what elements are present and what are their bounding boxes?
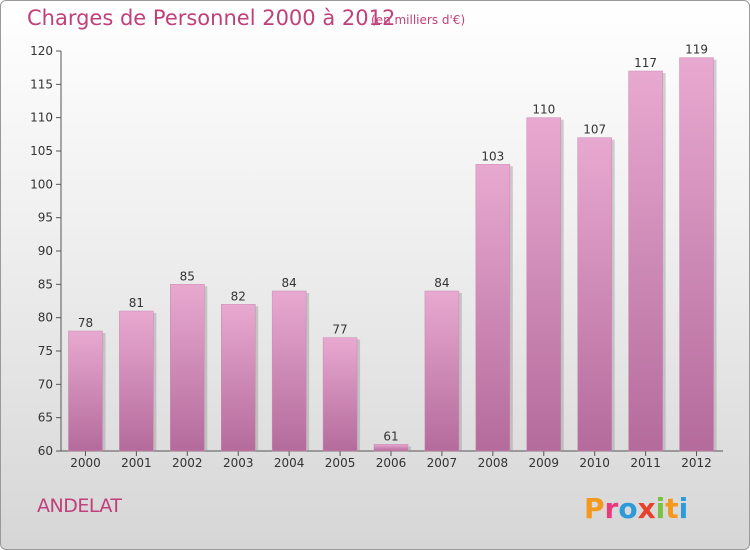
value-label: 84: [282, 276, 297, 290]
y-tick-label: 110: [30, 111, 53, 125]
bar: [271, 290, 307, 452]
value-label: 85: [180, 269, 195, 283]
value-label: 84: [434, 276, 449, 290]
commune-name: ANDELAT: [37, 495, 122, 517]
x-tick-label: 2011: [630, 456, 661, 470]
bar: [170, 284, 205, 452]
bar: [577, 137, 612, 452]
x-tick-label: 2010: [579, 456, 610, 470]
x-tick-label: 2004: [274, 456, 305, 470]
proxiti-logo: Proxiti: [584, 492, 688, 525]
bar: [373, 444, 409, 452]
x-tick-label: 2003: [223, 456, 254, 470]
y-tick-labels: 60 65 70 75 80 85 90 95 100 105 110 115 120: [30, 44, 53, 458]
logo-letter: i: [656, 492, 666, 525]
y-tick-label: 90: [38, 244, 53, 258]
logo-letter: P: [584, 492, 605, 525]
x-tick-label: 2008: [478, 456, 509, 470]
x-tick-label: 2001: [121, 456, 152, 470]
logo-text: Proxiti: [584, 492, 688, 525]
y-tick-label: 75: [38, 344, 53, 358]
y-tick-label: 80: [38, 311, 53, 325]
bar: [68, 330, 103, 452]
value-label: 78: [78, 316, 93, 330]
x-tick-labels: 2000 2001 2002 2003 2004 2005 2006 2007 2008 2009…: [70, 456, 712, 470]
value-label: 103: [481, 149, 504, 163]
y-tick-label: 70: [38, 377, 53, 391]
y-tick-label: 100: [30, 177, 53, 191]
bar: [628, 70, 663, 452]
logo-letter: i: [679, 492, 689, 525]
x-tick-label: 2002: [172, 456, 203, 470]
value-label: 110: [532, 103, 555, 117]
logo-letter: r: [605, 492, 619, 525]
x-tick-label: 2009: [528, 456, 559, 470]
y-tick-label: 60: [38, 444, 53, 458]
x-tick-label: 2006: [376, 456, 407, 470]
value-label: 119: [685, 43, 708, 57]
bar: [119, 310, 154, 452]
logo-letter: t: [665, 492, 678, 525]
value-label: 82: [231, 289, 246, 303]
bar: [526, 117, 562, 452]
value-label: 81: [129, 296, 144, 310]
logo-letter: x: [638, 492, 656, 525]
value-label: 77: [332, 323, 347, 337]
chart-title: Charges de Personnel 2000 à 2012: [27, 6, 396, 30]
x-tick-label: 2012: [681, 456, 712, 470]
y-tick-label: 95: [38, 211, 53, 225]
bar: [475, 164, 511, 452]
x-tick-label: 2000: [70, 456, 101, 470]
bar: [220, 304, 256, 452]
logo-letter: o: [618, 492, 637, 525]
value-label: 107: [583, 123, 606, 137]
y-tick-label: 85: [38, 277, 53, 291]
y-tick-label: 105: [30, 144, 53, 158]
bar: [424, 290, 460, 452]
bar: [679, 57, 714, 452]
x-tick-label: 2005: [325, 456, 356, 470]
y-tick-label: 65: [38, 411, 53, 425]
bars: [68, 57, 717, 452]
chart-subtitle: (en milliers d'€): [371, 13, 466, 27]
value-labels: 78 81 85 82 84 77 61 84 103 110 107 117 119: [78, 43, 708, 444]
bar: [322, 337, 358, 452]
y-tick-label: 115: [30, 77, 53, 91]
value-label: 117: [634, 56, 657, 70]
y-tick-label: 120: [30, 44, 53, 58]
x-tick-label: 2007: [427, 456, 458, 470]
value-label: 61: [383, 429, 398, 443]
